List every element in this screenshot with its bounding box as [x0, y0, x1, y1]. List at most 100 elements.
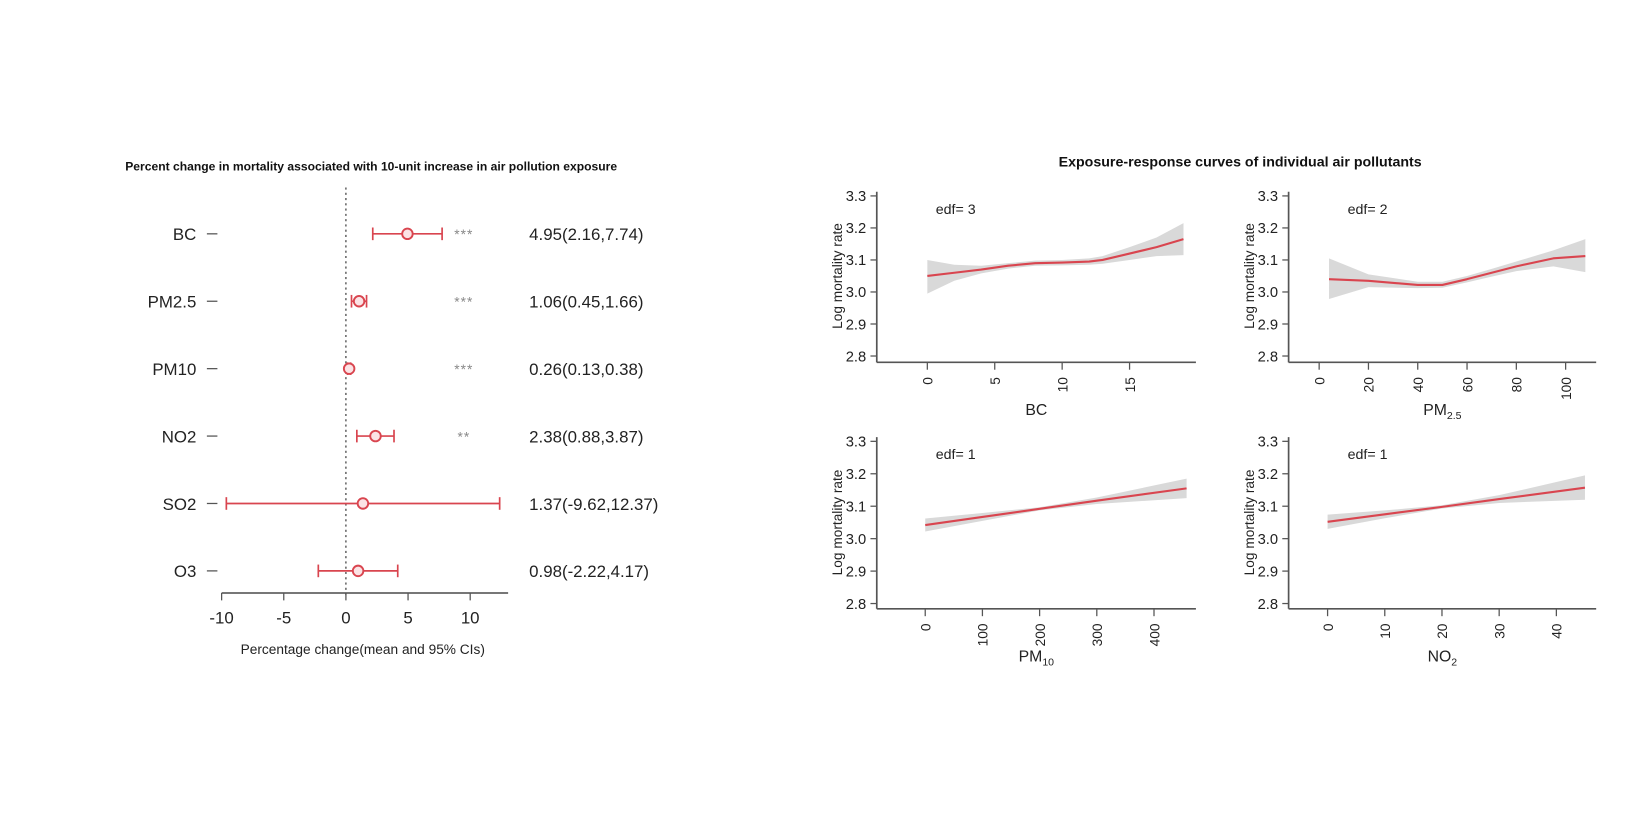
edf-annotation: edf= 3: [936, 202, 976, 218]
curve-line: [925, 487, 1187, 527]
x-tick-label: 40: [1550, 623, 1565, 639]
significance-stars: ***: [454, 295, 473, 310]
curves-title: Exposure-response curves of individual a…: [1059, 154, 1422, 170]
row-label: PM2.5: [148, 293, 197, 312]
curves-panels: 2.8 2.9 3.0 3.1 3.2 3.3 0 5 10 15 Log mortality ra…: [830, 189, 1597, 669]
x-axis-label: PM2.5: [1423, 402, 1461, 422]
mean-point: [401, 227, 414, 241]
x-tick-label: 10: [1378, 623, 1393, 639]
y-tick-label: 3.2: [1258, 467, 1278, 483]
x-tick-label: 60: [1460, 377, 1475, 393]
curve-panel: 2.8 2.9 3.0 3.1 3.2 3.3 0 20 40 60 80 100 Log mortal…: [1242, 189, 1597, 422]
y-tick-label: 2.9: [846, 317, 866, 333]
estimate-text: 1.06(0.45,1.66): [529, 293, 643, 312]
x-tick-label: 0: [918, 623, 933, 631]
y-tick-label: 3.2: [1258, 221, 1278, 237]
significance-stars: ***: [454, 362, 473, 377]
x-tick-label: 5: [988, 377, 1003, 385]
x-tick-label: 5: [403, 609, 412, 628]
mean-point: [369, 429, 382, 443]
edf-annotation: edf= 1: [1348, 447, 1388, 463]
mean-point: [356, 497, 370, 510]
confidence-band: [1327, 475, 1585, 529]
x-tick-label: 20: [1435, 623, 1450, 639]
y-tick-label: 3.0: [1258, 285, 1278, 301]
x-tick-label: 10: [461, 609, 480, 628]
curve-line: [1327, 486, 1586, 523]
x-tick-label: -5: [276, 609, 291, 628]
edf-annotation: edf= 1: [936, 447, 976, 463]
x-axis-label-main: PM: [1019, 648, 1043, 665]
y-axis-label: Log mortality rate: [1242, 223, 1257, 329]
x-tick-label: 100: [1559, 377, 1574, 400]
x-axis-label: BC: [1025, 402, 1047, 419]
x-axis-label-main: NO: [1428, 648, 1452, 665]
y-tick-label: 3.3: [1258, 435, 1278, 451]
curve-panel: 2.8 2.9 3.0 3.1 3.2 3.3 0 10 20 30 40 Log mortality…: [1242, 435, 1597, 669]
x-tick-label: 40: [1411, 377, 1426, 393]
x-axis-label: PM10: [1019, 648, 1055, 668]
row-label: PM10: [152, 360, 196, 379]
curve-panel: 2.8 2.9 3.0 3.1 3.2 3.3 0 100 200 300 400 Log morta…: [830, 435, 1196, 669]
row-label: NO2: [162, 427, 197, 446]
y-tick-label: 3.0: [1258, 532, 1278, 548]
x-tick-label: 30: [1492, 623, 1507, 639]
x-tick-label: 0: [1312, 377, 1327, 385]
row-label: BC: [173, 225, 196, 244]
x-tick-label: 15: [1123, 377, 1138, 393]
forest-xlabel: Percentage change(mean and 95% CIs): [241, 642, 485, 657]
y-tick-label: 3.3: [846, 435, 866, 451]
x-tick-label: 80: [1510, 377, 1525, 393]
estimate-text: 2.38(0.88,3.87): [529, 427, 643, 446]
y-tick-label: 3.1: [1258, 253, 1278, 269]
y-tick-label: 3.0: [846, 285, 866, 301]
row-label: SO2: [163, 495, 197, 514]
x-axis-label-subscript: 10: [1042, 657, 1054, 669]
x-tick-label: 10: [1055, 377, 1070, 393]
estimate-text: 4.95(2.16,7.74): [529, 225, 643, 244]
y-tick-label: 3.1: [846, 253, 866, 269]
estimate-text: 1.37(-9.62,12.37): [529, 495, 658, 514]
mean-point: [352, 295, 366, 308]
x-axis-label: NO2: [1428, 648, 1458, 668]
mean-point: [351, 564, 365, 578]
y-tick-label: 3.1: [1258, 499, 1278, 515]
x-tick-label: 400: [1147, 623, 1162, 646]
x-tick-label: 20: [1362, 377, 1377, 393]
x-tick-label: 0: [341, 609, 350, 628]
y-tick-label: 2.8: [1258, 349, 1278, 365]
x-tick-label: 0: [1321, 623, 1336, 631]
edf-annotation: edf= 2: [1348, 202, 1388, 218]
y-tick-label: 2.9: [1258, 317, 1278, 333]
confidence-band: [925, 478, 1187, 532]
y-tick-label: 2.8: [846, 597, 866, 613]
x-axis-label-main: PM: [1423, 402, 1447, 419]
y-tick-label: 3.0: [846, 532, 866, 548]
x-tick-label: 100: [976, 623, 991, 646]
significance-stars: **: [457, 429, 470, 444]
curve-line: [1328, 255, 1586, 286]
y-tick-label: 2.9: [846, 564, 866, 580]
x-axis-label-main: BC: [1025, 402, 1047, 419]
significance-stars: ***: [454, 227, 473, 242]
row-label: O3: [174, 562, 196, 581]
y-tick-label: 3.3: [1258, 189, 1278, 205]
forest-plot: -10 -5 0 5 10 BC *** 4.95(2.16,7.74) PM2.5 *** 1.0…: [148, 187, 658, 628]
y-tick-label: 3.1: [846, 499, 866, 515]
x-axis-label-subscript: 2.5: [1447, 410, 1462, 422]
y-axis-label: Log mortality rate: [830, 470, 845, 576]
confidence-band: [1329, 239, 1586, 300]
x-tick-label: 200: [1033, 623, 1048, 646]
y-axis-label: Log mortality rate: [830, 223, 845, 329]
y-axis-label: Log mortality rate: [1242, 470, 1257, 576]
y-tick-label: 3.2: [846, 221, 866, 237]
estimate-text: 0.98(-2.22,4.17): [529, 562, 649, 581]
mean-point: [342, 362, 356, 375]
curve-panel: 2.8 2.9 3.0 3.1 3.2 3.3 0 5 10 15 Log mortality ra…: [830, 189, 1196, 419]
confidence-band: [927, 223, 1184, 294]
estimate-text: 0.26(0.13,0.38): [529, 360, 643, 379]
x-axis-label-subscript: 2: [1451, 657, 1457, 669]
x-tick-label: 300: [1090, 623, 1105, 646]
x-tick-label: 0: [921, 377, 936, 385]
